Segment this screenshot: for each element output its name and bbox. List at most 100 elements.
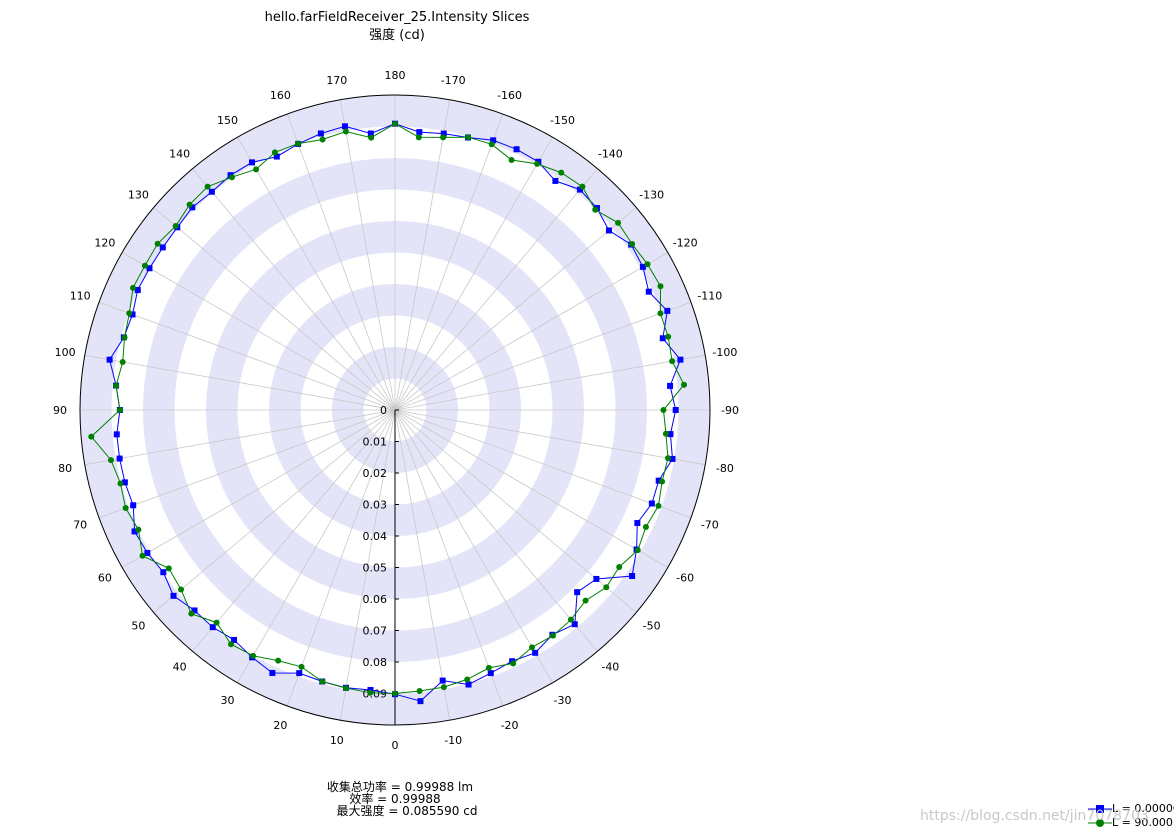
data-point-square — [677, 356, 684, 363]
data-point-circle — [549, 632, 556, 639]
angle-tick-label: 0 — [392, 739, 399, 752]
angular-gridline — [84, 354, 396, 411]
data-point-square — [664, 307, 671, 314]
data-point-circle — [488, 141, 495, 148]
watermark: https://blog.csdn.net/jin7078703 — [920, 808, 1149, 824]
data-point-circle — [154, 240, 161, 247]
data-point-square — [487, 670, 494, 677]
data-point-square — [249, 159, 256, 166]
data-point-circle — [464, 676, 471, 683]
angular-gridline — [394, 409, 553, 683]
angle-tick-label: 40 — [173, 661, 187, 674]
angular-gridline — [122, 409, 396, 568]
data-point-square — [672, 407, 679, 413]
angular-gridline — [394, 99, 451, 411]
data-point-circle — [228, 174, 235, 181]
data-point-square — [113, 431, 120, 438]
angle-tick-label: 90 — [53, 404, 67, 417]
data-point-square — [317, 130, 324, 137]
data-point-circle — [415, 134, 422, 141]
data-point-circle — [186, 201, 193, 208]
data-point-circle — [139, 552, 146, 559]
angle-tick-label: 120 — [94, 237, 115, 250]
angle-tick-label: -160 — [497, 89, 522, 102]
angle-tick-label: -90 — [721, 404, 739, 417]
angle-tick-label: 80 — [58, 462, 72, 475]
angle-tick-label: 30 — [221, 694, 235, 707]
data-point-square — [273, 153, 280, 160]
data-point-square — [605, 227, 612, 234]
data-point-square — [129, 311, 136, 318]
data-point-circle — [367, 689, 374, 696]
data-point-circle — [579, 183, 586, 190]
data-point-circle — [508, 157, 515, 164]
data-point-square — [269, 669, 276, 676]
angular-gridline — [98, 409, 396, 519]
angular-gridline — [237, 137, 396, 411]
angular-gridline — [394, 409, 706, 466]
data-point-square — [655, 477, 662, 484]
data-point-circle — [616, 563, 623, 570]
data-point-square — [208, 188, 215, 195]
legend-marker-square-icon — [1088, 805, 1112, 813]
data-point-circle — [298, 663, 305, 670]
data-point-square — [230, 636, 237, 643]
angle-tick-label: -20 — [501, 719, 519, 732]
data-point-square — [131, 528, 138, 535]
data-point-circle — [319, 136, 326, 143]
data-point-square — [571, 621, 578, 628]
data-point-square — [440, 130, 447, 137]
data-point-circle — [88, 433, 95, 440]
data-point-circle — [117, 480, 124, 487]
angular-gridline — [153, 207, 396, 411]
data-point-square — [341, 123, 348, 130]
data-point-square — [634, 520, 641, 527]
angular-gridline — [192, 409, 396, 652]
angular-gridline — [394, 409, 668, 568]
data-point-circle — [227, 641, 234, 648]
angle-tick-label: -110 — [697, 289, 722, 302]
data-point-circle — [165, 565, 172, 572]
angle-tick-label: -130 — [639, 189, 664, 202]
data-point-square — [134, 287, 141, 294]
data-point-circle — [392, 690, 398, 697]
data-point-square — [593, 575, 600, 582]
angle-tick-label: -30 — [554, 694, 572, 707]
data-point-circle — [510, 660, 517, 667]
data-point-square — [191, 607, 198, 614]
radial-tick-label: 0.07 — [363, 625, 388, 638]
angle-tick-label: 110 — [70, 289, 91, 302]
angle-tick-label: 150 — [217, 114, 238, 127]
data-point-circle — [634, 547, 641, 554]
radial-tick-label: 0.06 — [363, 593, 388, 606]
data-point-square — [465, 681, 472, 688]
data-point-circle — [669, 358, 676, 365]
angle-tick-label: -170 — [441, 74, 466, 87]
angular-gridline — [237, 409, 396, 683]
data-point-circle — [662, 430, 669, 437]
data-point-circle — [368, 134, 375, 141]
data-point-circle — [660, 407, 667, 413]
angular-gridline — [394, 168, 598, 411]
angle-tick-label: -70 — [701, 519, 719, 532]
data-point-square — [532, 649, 539, 656]
data-point-circle — [485, 664, 492, 671]
data-point-square — [121, 479, 128, 486]
data-point-circle — [592, 206, 599, 213]
data-point-square — [296, 670, 303, 677]
radial-tick-label: 0.01 — [363, 436, 388, 449]
data-point-circle — [213, 619, 220, 626]
data-point-square — [367, 130, 374, 137]
data-point-circle — [657, 310, 664, 317]
angular-gridline — [339, 409, 396, 721]
stat-efficiency: 效率 = 0.99988 — [349, 792, 441, 806]
angle-tick-label: 20 — [273, 719, 287, 732]
angular-gridline — [153, 409, 396, 613]
angular-gridline — [192, 168, 396, 411]
data-point-circle — [655, 502, 662, 509]
angle-tick-label: -40 — [601, 661, 619, 674]
data-point-square — [439, 677, 446, 684]
angle-tick-label: -100 — [712, 346, 737, 359]
data-point-circle — [121, 334, 128, 341]
data-point-circle — [659, 478, 666, 485]
